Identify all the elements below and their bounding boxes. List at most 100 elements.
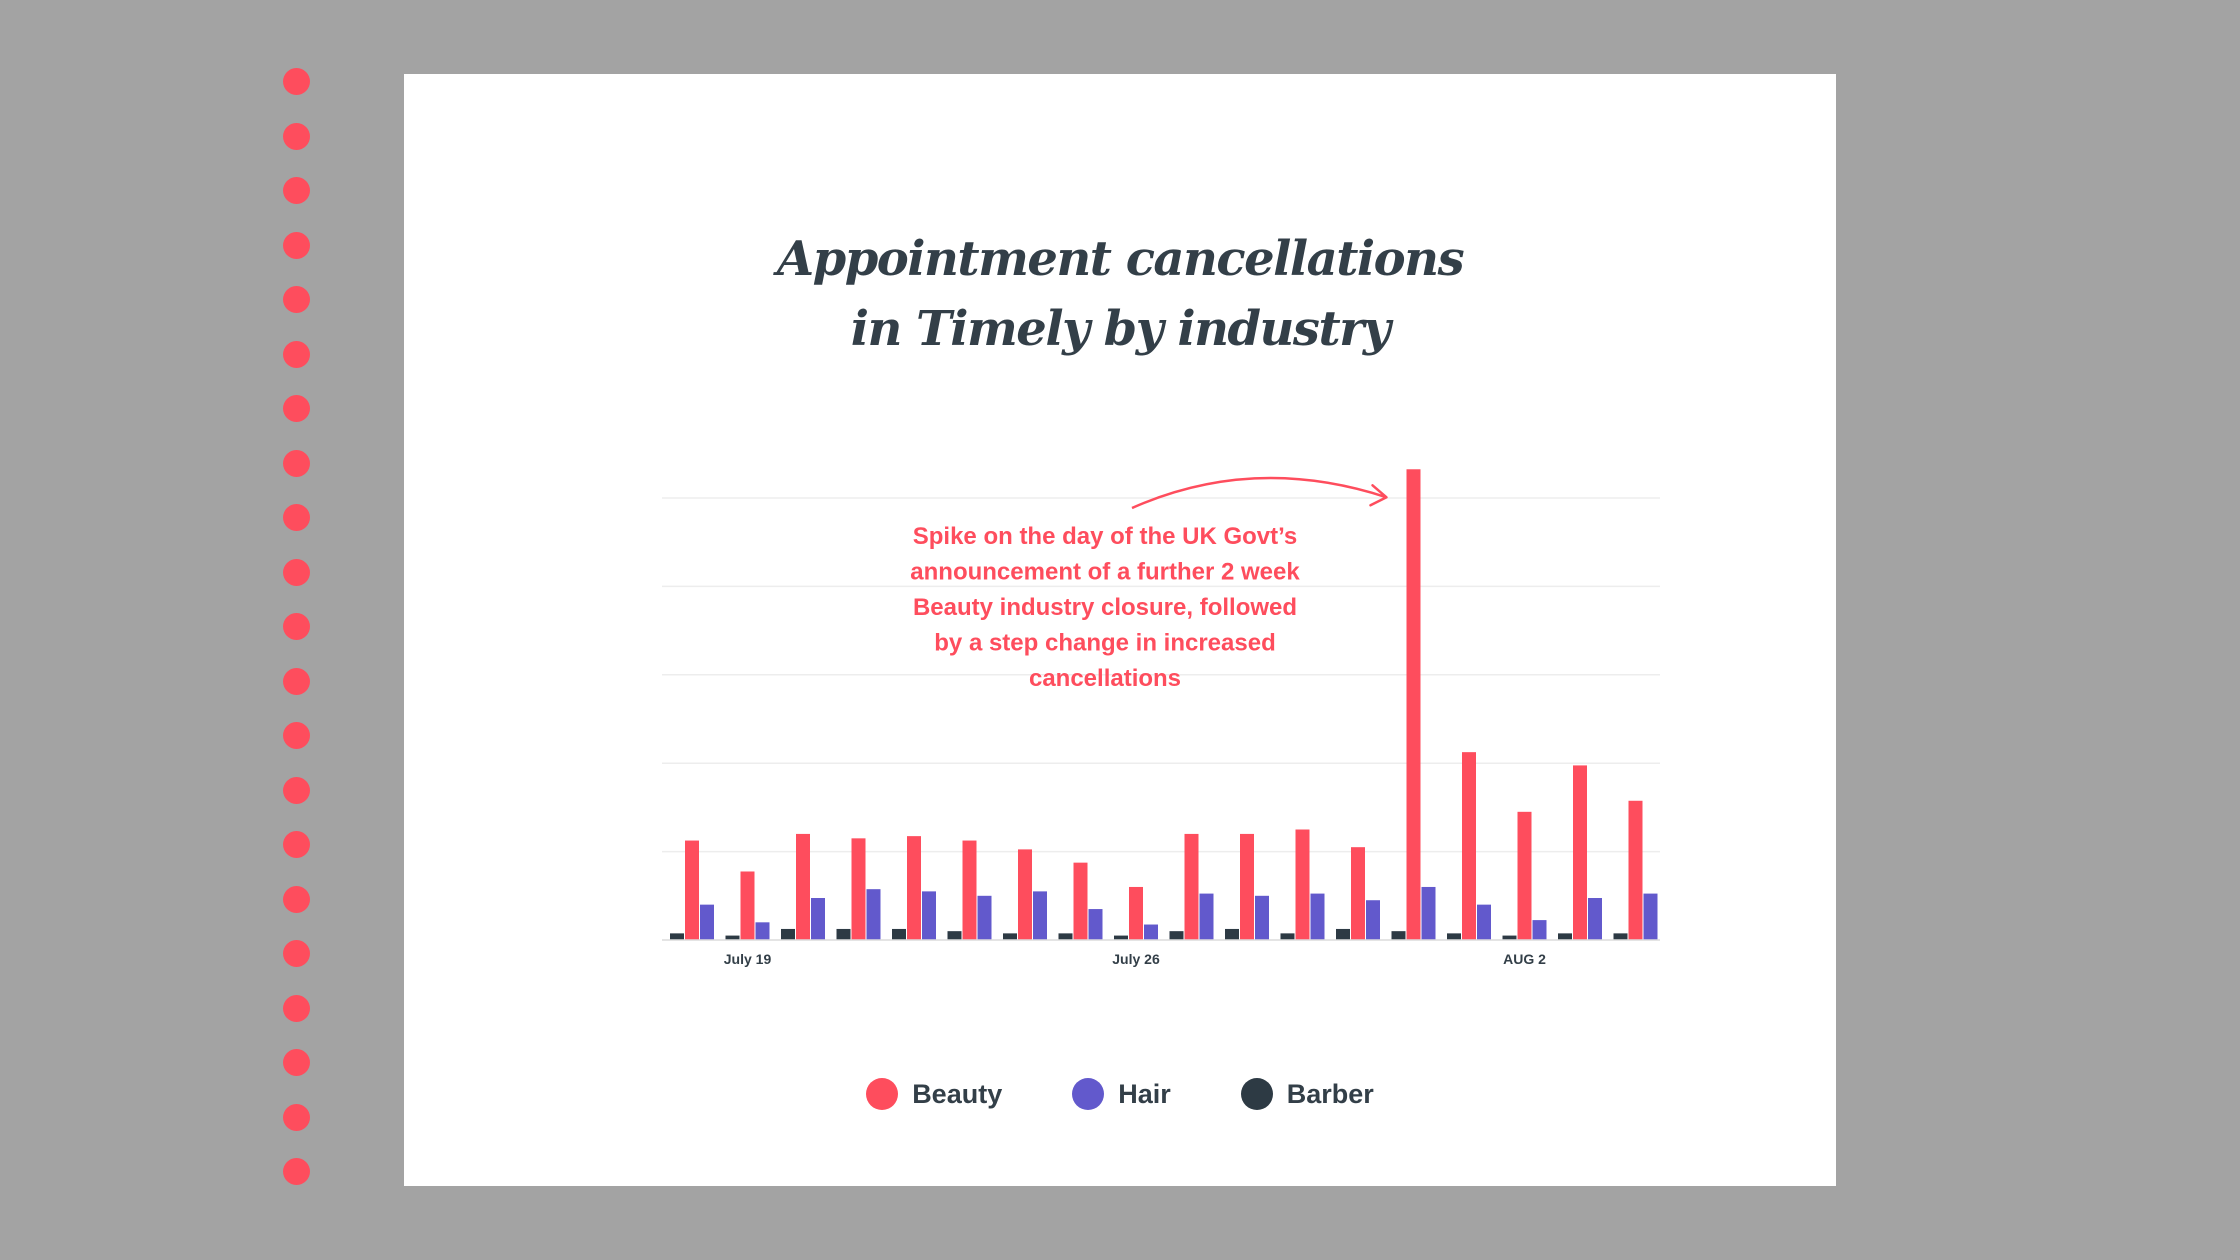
bar-hair (1310, 893, 1325, 940)
decorative-dot (283, 340, 310, 368)
bar-beauty (1351, 847, 1365, 940)
decorative-dot (283, 286, 310, 313)
decorative-dot (283, 1158, 310, 1185)
bar-barber (670, 933, 684, 940)
bar-beauty (962, 840, 977, 940)
bar-barber (1114, 935, 1128, 940)
bar-hair (700, 904, 714, 940)
bar-hair (811, 898, 825, 940)
decorative-dot (283, 449, 310, 477)
chart-title-line-2: in Timely by industry (850, 301, 1391, 357)
bar-beauty (1295, 829, 1310, 940)
decorative-dot (283, 831, 310, 858)
bar-beauty (907, 836, 921, 940)
legend-swatch-barber (1240, 1078, 1273, 1110)
bar-hair (1199, 893, 1214, 940)
bar-hair (1532, 920, 1547, 940)
bars (670, 469, 1658, 940)
decorative-dot (283, 667, 310, 695)
bar-barber (1613, 933, 1628, 940)
bar-beauty (1184, 833, 1199, 940)
bar-hair (1033, 891, 1047, 940)
bar-beauty (1517, 811, 1532, 940)
legend-label-barber: Barber (1286, 1078, 1374, 1109)
bar-beauty (1406, 469, 1421, 940)
decorative-dot (283, 395, 310, 422)
decorative-dot (283, 722, 310, 749)
decorative-dot (283, 1049, 310, 1076)
x-tick-label: July 26 (1112, 951, 1160, 967)
decorative-dot (283, 776, 310, 804)
legend: Beauty Hair Barber (404, 1078, 1836, 1110)
chart-card: Appointment cancellations in Timely by i… (404, 74, 1836, 1186)
annotation-line: Beauty industry closure, followed (913, 594, 1297, 621)
annotation-line: by a step change in increased (934, 630, 1275, 657)
legend-label-beauty: Beauty (912, 1078, 1003, 1109)
bar-barber (1280, 933, 1295, 940)
gridlines (662, 497, 1660, 853)
bar-beauty (796, 833, 810, 940)
legend-item-hair: Hair (1072, 1078, 1171, 1110)
bar-hair (1588, 898, 1602, 940)
bar-beauty (1073, 862, 1088, 940)
spike-annotation: Spike on the day of the UK Govt’s announc… (910, 476, 1388, 692)
bar-hair (1477, 904, 1491, 940)
decorative-dot (283, 885, 310, 913)
bar-barber (1558, 933, 1572, 940)
bar-hair (1643, 893, 1658, 940)
decorative-dot (283, 68, 310, 95)
bar-beauty (740, 871, 755, 940)
annotation-line: announcement of a further 2 week (910, 559, 1300, 586)
bar-barber (1169, 931, 1184, 940)
x-tick-labels: July 19 July 26 AUG 2 (724, 951, 1546, 967)
bar-chart: July 19 July 26 AUG 2 Spike on the day of … (662, 469, 1660, 967)
bar-barber (1058, 933, 1073, 940)
decorative-dot (283, 940, 310, 967)
legend-item-barber: Barber (1240, 1078, 1374, 1110)
bar-hair (922, 891, 936, 940)
bar-barber (892, 928, 906, 940)
legend-swatch-hair (1072, 1078, 1105, 1110)
bar-beauty (1573, 765, 1587, 940)
bar-barber (1003, 933, 1017, 940)
decorative-dot (283, 994, 310, 1022)
decorative-dot (283, 177, 310, 204)
legend-item-beauty: Beauty (866, 1078, 1002, 1110)
legend-label-hair: Hair (1118, 1078, 1171, 1109)
chart-title: Appointment cancellations in Timely by i… (404, 224, 1836, 364)
bar-hair (755, 922, 770, 940)
decorative-dot (283, 231, 310, 259)
chart-title-line-1: Appointment cancellations (776, 231, 1465, 287)
x-tick-label: AUG 2 (1503, 951, 1546, 967)
decorative-dot-column (283, 68, 313, 1208)
annotation-arrowhead (1369, 484, 1388, 507)
bar-barber (781, 928, 795, 940)
decorative-dot (283, 613, 310, 640)
bar-beauty (1018, 849, 1032, 940)
bar-barber (725, 935, 740, 940)
bar-barber (1225, 928, 1239, 940)
bar-beauty (1462, 752, 1476, 940)
bar-hair (977, 895, 992, 940)
bar-beauty (1628, 800, 1643, 940)
decorative-dot (283, 122, 310, 150)
bar-barber (1391, 931, 1406, 940)
bar-beauty (1240, 833, 1254, 940)
bar-barber (1336, 928, 1350, 940)
annotation-line: Spike on the day of the UK Govt’s (913, 523, 1298, 550)
annotation-arrow (1131, 476, 1387, 510)
bar-hair (1421, 886, 1436, 940)
bar-barber (836, 928, 851, 940)
decorative-dot (283, 1103, 310, 1131)
bar-beauty (1129, 886, 1143, 940)
x-tick-label: July 19 (724, 951, 772, 967)
bar-barber (1502, 935, 1517, 940)
decorative-dot (283, 504, 310, 531)
bar-hair (1088, 909, 1103, 940)
decorative-dot (283, 558, 310, 586)
legend-swatch-beauty (866, 1078, 899, 1110)
bar-hair (1255, 895, 1269, 940)
bar-barber (947, 931, 962, 940)
annotation-line: cancellations (1029, 665, 1181, 692)
bar-hair (866, 889, 881, 940)
